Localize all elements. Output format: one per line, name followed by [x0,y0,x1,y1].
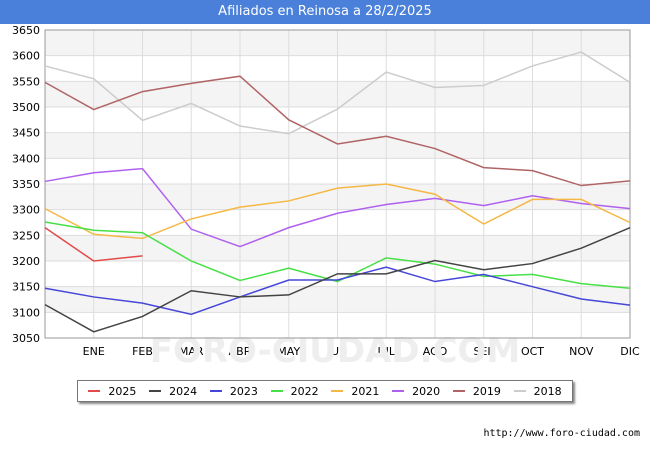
legend-item-2021: 2021 [331,385,379,398]
legend-label: 2018 [533,384,562,398]
y-tick-label: 3400 [12,152,40,165]
series-line-2024 [44,226,631,333]
series-line-2025 [44,227,143,262]
y-tick-label: 3200 [12,255,40,268]
y-tick-label: 3300 [12,204,40,217]
legend-item-2022: 2022 [270,384,319,398]
plot-frame [44,29,631,339]
series-line-2018 [44,51,631,135]
title-bar: Afiliados en Reinosa a 28/2/2025 [0,0,650,24]
legend-label: 2025 [108,384,137,398]
x-tick-label: MAR [179,345,204,358]
legend-item-2025: 2025 [88,385,136,398]
x-tick-label: MAY [277,345,300,358]
y-tick-label: 3250 [12,229,40,242]
legend-item-2019: 2019 [452,384,501,398]
series-line-2019 [44,75,631,187]
y-tick-label: 3600 [12,50,40,63]
series-line-2020 [44,167,631,248]
legend-label: 2020 [412,384,441,398]
x-tick-label: FEB [132,345,153,358]
legend-item-2023: 2023 [209,384,258,398]
x-tick-label: AGO [423,345,448,358]
watermark: FORO-CIUDAD.COM [150,331,521,371]
legend-swatch [149,390,162,392]
legend-swatch [452,390,465,392]
y-tick-label: 3050 [12,332,40,345]
legend-swatch [209,390,222,392]
legend-swatch [331,390,344,392]
chart-legend: 2025 2024 2023 2022 2021 2020 2019 2018 [77,380,573,402]
legend-swatch [392,390,405,392]
legend-swatch [88,390,101,392]
x-tick-label: SEP [473,345,494,358]
x-tick-label: ABR [229,345,252,358]
legend-label: 2024 [169,384,198,398]
y-tick-label: 3650 [12,24,40,37]
legend-item-2020: 2020 [392,385,440,398]
x-tick-label: OCT [521,345,544,358]
series-line-2021 [44,183,631,240]
legend-label: 2022 [290,384,319,398]
source-credit: http://www.foro-ciudad.com [483,428,640,439]
y-tick-label: 3150 [12,281,40,294]
legend-label: 2023 [229,384,258,398]
series-line-2022 [44,221,631,289]
y-tick-label: 3350 [12,178,40,191]
chart-title: Afiliados en Reinosa a 28/2/2025 [218,4,432,19]
x-tick-label: NOV [569,345,594,358]
y-tick-label: 3450 [12,127,40,140]
legend-label: 2021 [351,384,380,398]
y-tick-label: 3550 [12,75,40,88]
series-line-2023 [44,266,631,316]
x-tick-label: DIC [620,345,640,358]
y-tick-label: 3500 [12,101,40,114]
legend-label: 2019 [472,384,501,398]
legend-swatch [513,390,526,392]
x-tick-label: ENE [83,345,105,358]
legend-item-2018: 2018 [513,384,562,398]
x-tick-label: JUN [327,345,348,358]
x-tick-label: JUL [377,345,396,358]
legend-swatch [270,390,283,392]
legend-item-2024: 2024 [149,385,197,398]
y-tick-label: 3100 [12,306,40,319]
